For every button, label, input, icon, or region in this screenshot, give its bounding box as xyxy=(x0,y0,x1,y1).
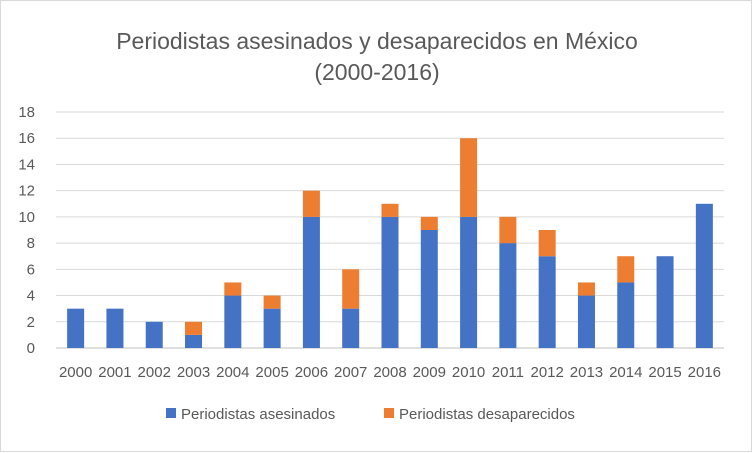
x-tick-label: 2002 xyxy=(138,364,171,381)
chart-title-line2: (2000-2016) xyxy=(314,59,439,85)
x-tick-label: 2011 xyxy=(492,364,524,381)
y-tick-label: 4 xyxy=(27,288,35,305)
bar-segment xyxy=(302,216,320,348)
bar-segment xyxy=(381,216,399,348)
bar-segment xyxy=(67,308,85,348)
bar-segment xyxy=(185,321,203,335)
bar-segment xyxy=(617,256,635,283)
bar-segment xyxy=(695,203,713,348)
legend-swatch xyxy=(166,408,176,418)
bar-segment xyxy=(460,216,478,348)
bar-segment xyxy=(342,308,360,348)
bar-segment xyxy=(538,230,556,257)
bar-segment xyxy=(224,295,242,348)
x-tick-label: 2014 xyxy=(609,364,642,381)
x-tick-label: 2004 xyxy=(216,364,249,381)
x-tick-label: 2010 xyxy=(452,364,485,381)
y-tick-label: 0 xyxy=(27,340,35,357)
y-tick-label: 18 xyxy=(18,104,35,121)
y-tick-label: 10 xyxy=(18,209,35,226)
bars xyxy=(67,138,713,348)
x-tick-label: 2012 xyxy=(530,364,563,381)
x-tick-label: 2000 xyxy=(59,364,92,381)
x-tick-label: 2009 xyxy=(413,364,446,381)
bar-segment xyxy=(577,295,595,348)
bar-segment xyxy=(145,321,163,348)
bar-segment xyxy=(224,282,242,296)
x-tick-label: 2005 xyxy=(255,364,288,381)
y-tick-label: 8 xyxy=(27,235,35,252)
bar-segment xyxy=(499,216,517,244)
bar-segment xyxy=(185,334,203,348)
bar-segment xyxy=(420,230,438,348)
bar-segment xyxy=(656,256,674,348)
y-tick-label: 2 xyxy=(27,314,35,331)
bar-segment xyxy=(302,190,320,217)
chart-title-line1: Periodistas asesinados y desaparecidos e… xyxy=(116,28,638,54)
x-tick-label: 2016 xyxy=(688,364,721,381)
x-tick-label: 2001 xyxy=(98,364,131,381)
legend: Periodistas asesinados Periodistas desapa… xyxy=(166,406,575,423)
x-tick-label: 2015 xyxy=(648,364,681,381)
x-tick-label: 2008 xyxy=(373,364,406,381)
legend-swatch xyxy=(384,408,394,418)
x-tick-label: 2013 xyxy=(570,364,603,381)
y-tick-label: 16 xyxy=(18,130,35,147)
bar-segment xyxy=(577,282,595,296)
y-tick-label: 12 xyxy=(18,183,35,200)
bar-segment xyxy=(420,216,438,230)
bar-segment xyxy=(381,203,399,217)
legend-label: Periodistas asesinados xyxy=(181,406,335,423)
bar-segment xyxy=(263,308,281,348)
x-axis-ticks: 2000 2001 2002 2003 2004 2005 2006 2007 2008 2009… xyxy=(59,364,721,381)
bar-segment xyxy=(342,269,360,309)
y-axis-ticks: 0 2 4 6 8 10 12 14 16 18 xyxy=(18,104,35,357)
bar-segment xyxy=(538,256,556,348)
bar-segment xyxy=(617,282,635,348)
legend-label: Periodistas desaparecidos xyxy=(399,406,575,423)
y-tick-label: 14 xyxy=(18,156,35,173)
bar-segment xyxy=(263,295,281,309)
y-tick-label: 6 xyxy=(27,261,35,278)
bar-segment xyxy=(499,243,517,348)
x-tick-label: 2003 xyxy=(177,364,210,381)
x-tick-label: 2006 xyxy=(295,364,328,381)
bar-segment xyxy=(460,138,478,217)
x-tick-label: 2007 xyxy=(334,364,367,381)
bar-segment xyxy=(106,308,124,348)
